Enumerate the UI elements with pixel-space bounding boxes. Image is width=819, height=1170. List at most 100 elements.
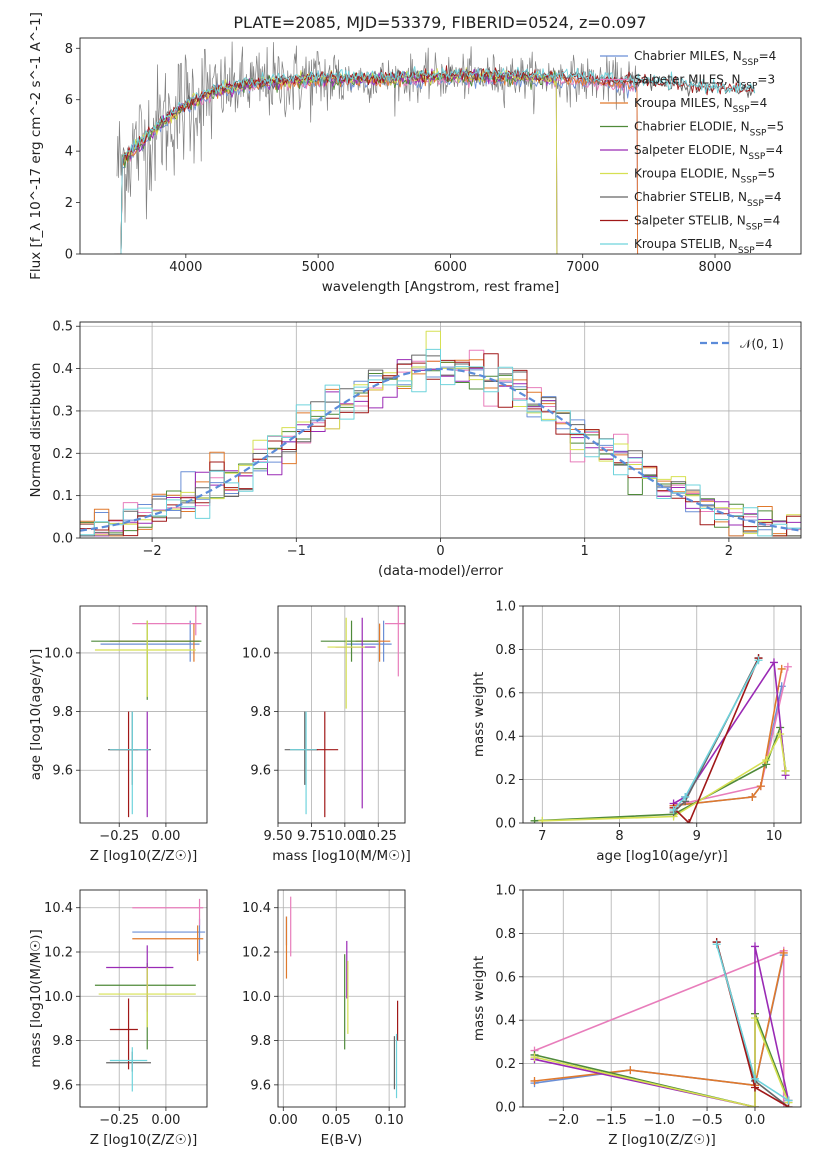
y-tick-label: 9.6 (52, 1078, 73, 1093)
x-tick-label: 10.00 (326, 829, 363, 844)
marker-kroupa_stelib (784, 1096, 793, 1105)
y-tick-label: 0.8 (495, 643, 516, 658)
x-tick-label: −0.5 (691, 1113, 723, 1128)
panel-spectrum: 4000 5000 6000 7000 8000 0 2 4 6 8 wavelength [Ang… (28, 12, 802, 295)
x-axis-label: (data-model)/error (378, 563, 504, 579)
y-tick-label: 0.2 (495, 773, 516, 788)
x-tick-label: 0.0 (745, 1113, 766, 1128)
marker-kroupa_elodie (781, 766, 790, 775)
legend-entry: Salpeter ELODIE, NSSP=4 (634, 143, 783, 162)
legend-entry: Salpeter STELIB, NSSP=4 (634, 214, 780, 233)
legend-value: =5 (757, 167, 775, 181)
x-tick-label: 2 (725, 544, 733, 559)
subscript: SSP (741, 82, 758, 92)
y-tick-label: 10.2 (242, 946, 271, 961)
model-line-kroupa_elodie (119, 67, 558, 254)
y-tick-label: 10.2 (44, 946, 73, 961)
y-tick-label: 10.0 (242, 990, 271, 1005)
subscript: SSP (741, 176, 758, 186)
y-tick-label: 0.5 (52, 320, 73, 335)
x-tick-label: −0.25 (99, 1113, 139, 1128)
legend-value: =4 (759, 49, 777, 63)
plot-area (80, 322, 801, 538)
line-salpeter_elodie (673, 661, 787, 805)
model-line-salpeter_stelib (117, 65, 755, 254)
y-tick-label: 8 (65, 42, 73, 57)
y-tick-label: 10.0 (44, 990, 73, 1005)
x-tick-label: 4000 (169, 260, 202, 275)
legend-value: =4 (765, 143, 783, 157)
x-tick-label: −1 (287, 544, 306, 559)
axes-frame (522, 889, 802, 1108)
marker-salpeter_elodie (750, 942, 759, 951)
legend-value: =4 (750, 96, 768, 110)
y-axis-label: mass weight (471, 956, 487, 1041)
x-tick-label: 0.05 (322, 1113, 351, 1128)
y-tick-label: 0.4 (495, 730, 516, 745)
y-tick-label: 9.6 (250, 764, 271, 779)
axes-frame (277, 889, 406, 1108)
y-tick-label: 0.6 (495, 970, 516, 985)
line-chabrier_elodie (534, 726, 787, 822)
model-line-salpeter_elodie (117, 68, 558, 254)
legend-entry: Kroupa STELIB, NSSP=4 (634, 237, 772, 256)
marker-kroupa_miles (748, 792, 757, 801)
x-tick-label: 0.00 (269, 1113, 298, 1128)
y-tick-label: 4 (65, 145, 73, 160)
panel-age-vs-Z: −0.25 0.00 9.6 9.8 10.0 Z [log10(Z/Z☉)] age [l… (28, 605, 208, 864)
y-tick-label: 0 (65, 248, 73, 263)
subscript: SSP (748, 152, 765, 162)
subscript: SSP (742, 58, 759, 68)
legend-value: =5 (766, 120, 784, 134)
axes-frame (522, 605, 802, 824)
legend-value: =4 (763, 214, 781, 228)
marker-chabrier_elodie (530, 816, 539, 823)
x-axis-label: age [log10(age/yr)] (596, 848, 728, 864)
panels: 4000 5000 6000 7000 8000 0 2 4 6 8 wavelength [Ang… (28, 12, 802, 1148)
x-tick-label: 8000 (698, 260, 731, 275)
plot-area (523, 890, 801, 1107)
legend-value: =4 (764, 190, 782, 204)
x-tick-label: 5000 (302, 260, 335, 275)
panel-residual-histogram: −2 −1 0 1 2 0.0 0.1 0.2 0.3 0.4 0.5 (data-model)/er… (28, 320, 802, 579)
legend-value: =3 (757, 73, 775, 87)
marker-kroupa_miles (626, 1066, 635, 1075)
line-salpeter_stelib (673, 657, 760, 823)
marker-kroupa_stelib (712, 940, 721, 949)
line-kroupa_miles (534, 952, 785, 1087)
x-axis-label: Z [log10(Z/Z☉)] (608, 1132, 716, 1148)
observed-spectrum (116, 41, 639, 223)
x-tick-label: 0.00 (151, 1113, 180, 1128)
y-tick-label: 0.2 (52, 447, 73, 462)
y-tick-label: 0.1 (52, 489, 73, 504)
panel-mass-vs-ebv: 0.00 0.05 0.10 9.6 9.8 10.0 10.2 10.4 E(B-V) (242, 889, 406, 1148)
marker-salpeter_miles (783, 662, 792, 671)
panel-mass-vs-Z: −0.25 0.00 9.6 9.8 10.0 10.2 10.4 Z [log10(Z/Z☉… (28, 889, 208, 1148)
subscript: SSP (738, 246, 755, 256)
y-tick-label: 0.4 (52, 362, 73, 377)
axes-frame (277, 605, 406, 824)
marker-kroupa_stelib (681, 792, 690, 801)
marker-kroupa_miles (756, 782, 765, 791)
marker-kroupa_elodie (750, 1103, 759, 1107)
plot-area (278, 890, 405, 1107)
x-tick-label: 8 (615, 829, 623, 844)
panel-mass-weight-vs-Z: −2.0 −1.5 −1.0 −0.5 0.0 0.0 0.2 0.4 0.6 0.8 1.0 Z [… (471, 884, 802, 1148)
axes-frame (79, 605, 208, 824)
y-axis-label: mass [log10(M/M☉)] (28, 929, 44, 1068)
marker-kroupa_miles (530, 1076, 539, 1085)
y-tick-label: 0.3 (52, 404, 73, 419)
y-tick-label: 0.0 (495, 817, 516, 832)
x-axis-label: E(B-V) (321, 1132, 363, 1148)
histogram-kroupa_stelib (80, 348, 801, 537)
marker-salpeter_stelib (750, 1083, 759, 1092)
y-tick-label: 6 (65, 93, 73, 108)
x-axis-label: Z [log10(Z/Z☉)] (90, 848, 198, 864)
model-line-kroupa_stelib (119, 66, 756, 254)
line-kroupa_elodie (534, 1017, 790, 1107)
y-tick-label: 0.4 (495, 1014, 516, 1029)
y-tick-label: 10.0 (242, 646, 271, 661)
